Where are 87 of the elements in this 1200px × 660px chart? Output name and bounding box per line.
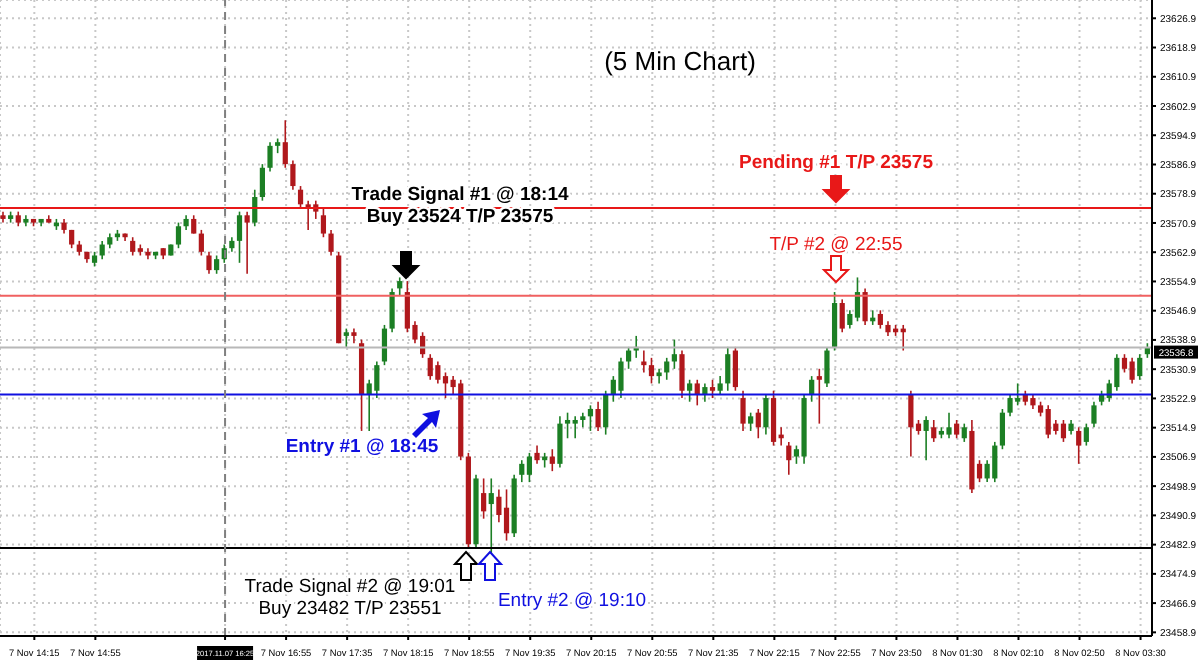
candlestick: [1060, 419, 1067, 443]
candlestick: [854, 276, 861, 323]
candlestick: [526, 452, 533, 483]
candlestick: [214, 254, 220, 275]
candlestick: [488, 477, 494, 557]
candlestick: [755, 408, 761, 440]
candlestick: [1129, 357, 1135, 385]
candlestick: [862, 287, 868, 326]
candlestick: [961, 422, 967, 443]
annotation: T/P #2 @ 22:55: [769, 234, 903, 256]
candlestick: [534, 444, 540, 465]
annotation: Pending #1 T/P 23575: [739, 152, 935, 174]
annotation: Trade Signal #1 @ 18:14 Buy 23524 T/P 23575: [351, 184, 570, 228]
candlestick: [130, 236, 136, 257]
candlestick: [641, 349, 647, 374]
candlestick: [603, 389, 609, 436]
candlestick: [343, 327, 349, 348]
candlestick: [732, 346, 738, 392]
candlestick: [687, 378, 693, 403]
candlestick: [839, 298, 845, 334]
candlestick: [282, 119, 288, 169]
candlestick: [908, 389, 914, 458]
candlestick: [244, 210, 250, 275]
candlestick: [946, 411, 952, 440]
candlestick: [595, 400, 601, 432]
candlestick: [763, 393, 769, 436]
text: (5 Min Chart): [604, 46, 756, 76]
annotation: Trade Signal #2 @ 19:01 Buy 23482 T/P 23551: [244, 576, 456, 620]
candlestick: [1083, 422, 1089, 447]
candlestick: [481, 477, 487, 520]
candlestick: [572, 415, 578, 440]
candlestick: [259, 163, 265, 202]
candlestick: [252, 188, 258, 228]
candlestick: [427, 353, 433, 381]
candlestick: [618, 357, 624, 399]
candlestick: [290, 159, 296, 191]
candlestick: [503, 488, 510, 542]
candlestick: [770, 389, 777, 447]
candlestick: [824, 346, 830, 388]
candlestick: [557, 415, 563, 469]
candlestick: [191, 214, 197, 235]
candlestick: [931, 419, 937, 443]
annotation: Entry #1 @ 18:45: [285, 436, 440, 458]
candlestick: [564, 411, 571, 440]
candlestick: [404, 280, 410, 334]
candlestick: [740, 389, 746, 432]
candlestick: [648, 357, 655, 385]
candlestick: [587, 404, 594, 432]
candlestick: [1114, 353, 1120, 392]
candlestick: [442, 371, 449, 399]
candlestick: [320, 207, 327, 239]
candlestick: [519, 459, 525, 483]
candlestick: [786, 441, 792, 476]
candlestick: [328, 229, 334, 257]
candlestick: [267, 141, 273, 173]
candlestick: [725, 346, 731, 392]
candlestick: [1007, 393, 1013, 418]
candlestick: [297, 185, 304, 209]
candlestick: [198, 229, 204, 257]
candlestick: [954, 419, 960, 440]
candlestick: [816, 368, 822, 425]
candlestick: [679, 349, 685, 399]
candlestick: [1045, 404, 1051, 440]
candlestick: [1076, 426, 1082, 465]
candlestick: [664, 357, 670, 381]
candlestick: [549, 448, 555, 472]
candlestick: [992, 441, 998, 483]
candlestick: [435, 360, 441, 385]
candlestick: [717, 375, 723, 396]
candlestick: [374, 360, 380, 399]
candlestick: [1015, 382, 1021, 407]
candlestick: [877, 309, 883, 330]
candlestick: [831, 291, 838, 352]
candlestick: [389, 287, 395, 334]
candlestick: [709, 378, 716, 399]
candlestick: [1091, 400, 1097, 429]
candlestick: [175, 221, 182, 249]
candlestick: [923, 415, 929, 461]
annotation: Entry #2 @ 19:10: [497, 590, 647, 612]
candlestick: [999, 408, 1006, 451]
candlestick: [1121, 353, 1128, 374]
candlestick: [748, 411, 754, 432]
candlestick: [397, 276, 403, 297]
candlestick: [1137, 353, 1143, 381]
candlestick: [236, 210, 243, 264]
candlestick: [206, 251, 212, 275]
candlestick: [671, 338, 677, 370]
